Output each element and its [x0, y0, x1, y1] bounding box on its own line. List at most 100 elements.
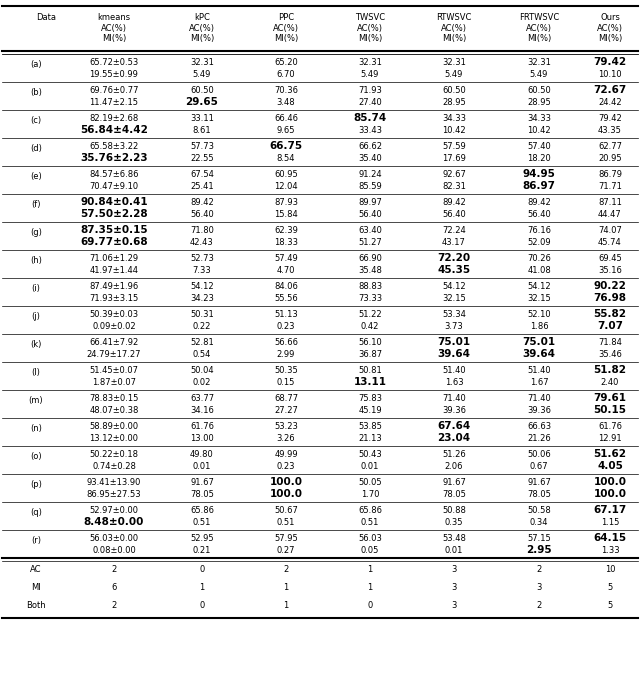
Text: 50.67: 50.67	[274, 506, 298, 515]
Text: 51.40: 51.40	[442, 366, 466, 375]
Text: (h): (h)	[30, 256, 42, 265]
Text: 0.21: 0.21	[193, 546, 211, 555]
Text: 75.01: 75.01	[437, 337, 470, 347]
Text: 55.56: 55.56	[274, 294, 298, 303]
Text: AC: AC	[30, 566, 42, 574]
Text: MI(%): MI(%)	[102, 34, 126, 43]
Text: 62.77: 62.77	[598, 142, 622, 151]
Text: 33.43: 33.43	[358, 126, 382, 135]
Text: 1.70: 1.70	[361, 490, 380, 499]
Text: 84.06: 84.06	[274, 282, 298, 291]
Text: 56.03: 56.03	[358, 534, 382, 543]
Text: 50.58: 50.58	[527, 506, 551, 515]
Text: 39.36: 39.36	[442, 406, 466, 415]
Text: (a): (a)	[30, 60, 42, 69]
Text: 65.72±0.53: 65.72±0.53	[90, 58, 139, 67]
Text: 35.16: 35.16	[598, 266, 622, 275]
Text: 32.31: 32.31	[190, 58, 214, 67]
Text: 72.67: 72.67	[593, 85, 627, 96]
Text: 2: 2	[111, 601, 116, 610]
Text: 54.12: 54.12	[442, 282, 466, 291]
Text: (p): (p)	[30, 480, 42, 489]
Text: 91.24: 91.24	[358, 170, 382, 179]
Text: 3: 3	[451, 566, 457, 574]
Text: 49.99: 49.99	[274, 450, 298, 459]
Text: 78.05: 78.05	[527, 490, 551, 499]
Text: 50.31: 50.31	[190, 310, 214, 319]
Text: (o): (o)	[30, 452, 42, 461]
Text: 71.40: 71.40	[442, 394, 466, 403]
Text: 0.51: 0.51	[361, 517, 379, 526]
Text: 0: 0	[367, 601, 372, 610]
Text: 6: 6	[111, 583, 116, 592]
Text: 89.42: 89.42	[527, 198, 551, 207]
Text: 35.48: 35.48	[358, 266, 382, 275]
Text: 78.05: 78.05	[190, 490, 214, 499]
Text: 35.40: 35.40	[358, 153, 382, 162]
Text: 5.49: 5.49	[530, 69, 548, 78]
Text: 67.54: 67.54	[190, 170, 214, 179]
Text: 52.95: 52.95	[190, 534, 214, 543]
Text: 1.15: 1.15	[601, 517, 619, 526]
Text: 39.64: 39.64	[522, 350, 556, 359]
Text: 21.13: 21.13	[358, 433, 382, 442]
Text: 0.54: 0.54	[193, 350, 211, 358]
Text: 2.06: 2.06	[445, 462, 463, 471]
Text: 89.42: 89.42	[190, 198, 214, 207]
Text: 75.01: 75.01	[522, 337, 556, 347]
Text: 87.93: 87.93	[274, 198, 298, 207]
Text: 7.33: 7.33	[193, 266, 211, 275]
Text: 34.23: 34.23	[190, 294, 214, 303]
Text: 19.55±0.99: 19.55±0.99	[90, 69, 138, 78]
Text: 34.16: 34.16	[190, 406, 214, 415]
Text: 0: 0	[200, 566, 205, 574]
Text: 20.95: 20.95	[598, 153, 622, 162]
Text: 35.76±2.23: 35.76±2.23	[80, 153, 148, 163]
Text: 78.83±0.15: 78.83±0.15	[90, 394, 139, 403]
Text: 2.95: 2.95	[526, 545, 552, 555]
Text: 0.23: 0.23	[276, 322, 295, 331]
Text: 50.22±0.18: 50.22±0.18	[90, 450, 138, 459]
Text: 39.64: 39.64	[438, 350, 470, 359]
Text: 2: 2	[111, 566, 116, 574]
Text: Data: Data	[36, 12, 56, 21]
Text: 3.73: 3.73	[445, 322, 463, 331]
Text: 0.08±0.00: 0.08±0.00	[92, 546, 136, 555]
Text: 2: 2	[536, 601, 541, 610]
Text: 0.27: 0.27	[276, 546, 295, 555]
Text: AC(%): AC(%)	[189, 23, 215, 32]
Text: 63.40: 63.40	[358, 226, 382, 235]
Text: 71.84: 71.84	[598, 338, 622, 347]
Text: 39.36: 39.36	[527, 406, 551, 415]
Text: 50.04: 50.04	[190, 366, 214, 375]
Text: 10.42: 10.42	[527, 126, 551, 135]
Text: 27.27: 27.27	[274, 406, 298, 415]
Text: 68.77: 68.77	[274, 394, 298, 403]
Text: 66.90: 66.90	[358, 254, 382, 263]
Text: 61.76: 61.76	[598, 422, 622, 431]
Text: 3.48: 3.48	[276, 98, 295, 107]
Text: 89.97: 89.97	[358, 198, 382, 207]
Text: 32.31: 32.31	[527, 58, 551, 67]
Text: 0.22: 0.22	[193, 322, 211, 331]
Text: 67.17: 67.17	[593, 506, 627, 515]
Text: 1: 1	[367, 566, 372, 574]
Text: AC(%): AC(%)	[526, 23, 552, 32]
Text: 6.70: 6.70	[276, 69, 295, 78]
Text: 66.63: 66.63	[527, 422, 551, 431]
Text: kPC: kPC	[194, 12, 210, 21]
Text: 63.77: 63.77	[190, 394, 214, 403]
Text: 15.84: 15.84	[274, 210, 298, 219]
Text: (i): (i)	[31, 284, 40, 293]
Text: 33.11: 33.11	[190, 114, 214, 123]
Text: 48.07±0.38: 48.07±0.38	[90, 406, 139, 415]
Text: 71.06±1.29: 71.06±1.29	[90, 254, 139, 263]
Text: TWSVC: TWSVC	[355, 12, 385, 21]
Text: 1.87±0.07: 1.87±0.07	[92, 378, 136, 387]
Text: 51.82: 51.82	[593, 365, 627, 376]
Text: 2: 2	[284, 566, 289, 574]
Text: 57.49: 57.49	[274, 254, 298, 263]
Text: MI(%): MI(%)	[358, 34, 382, 43]
Text: 0.51: 0.51	[277, 517, 295, 526]
Text: 8.61: 8.61	[193, 126, 211, 135]
